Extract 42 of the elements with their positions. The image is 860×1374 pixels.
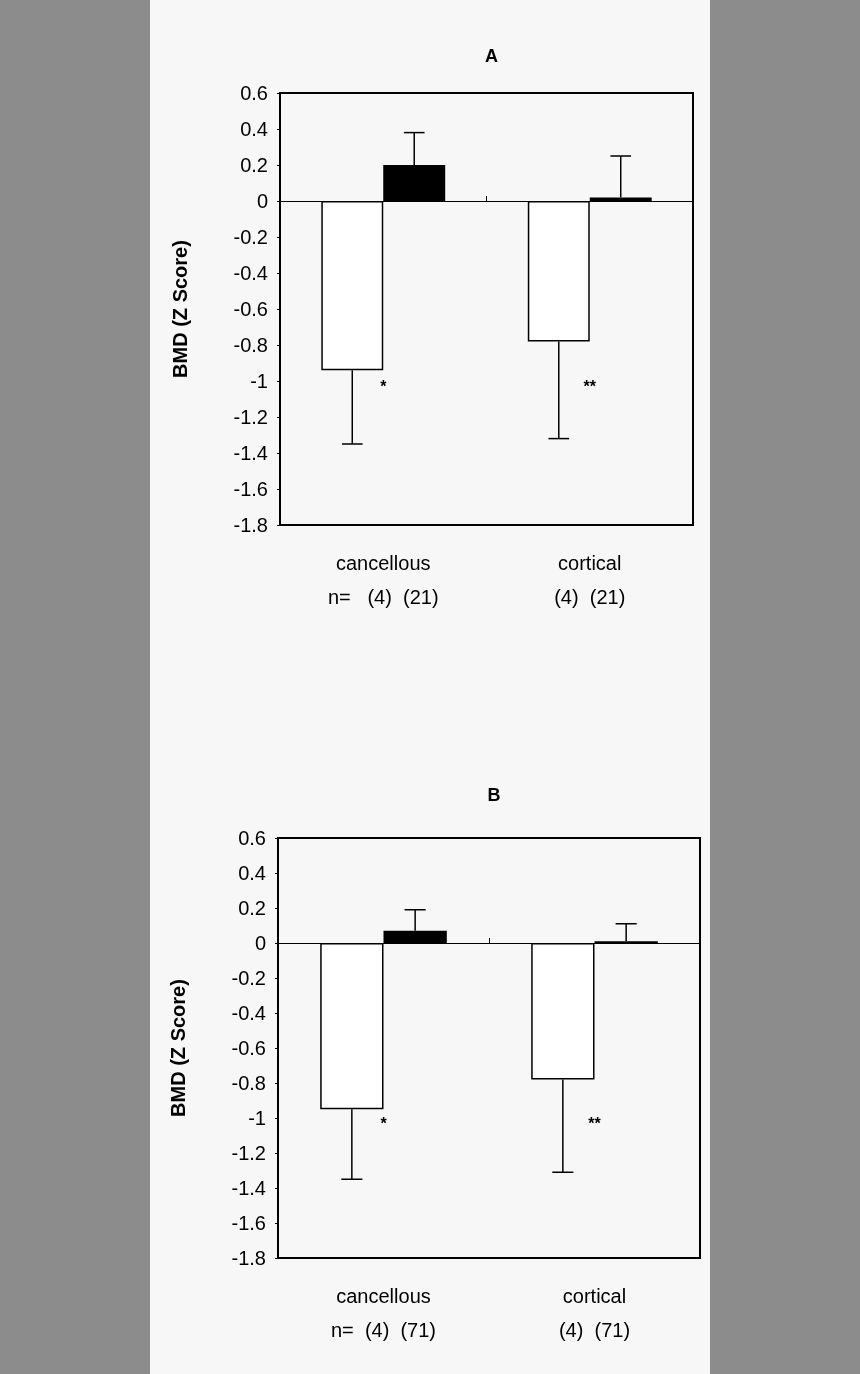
y-tick-label: 0	[254, 932, 266, 954]
y-tick-label: 0.4	[238, 862, 266, 884]
chart-title: A	[485, 46, 498, 66]
y-tick-label: 0.2	[240, 154, 268, 176]
x-tick-label: cortical	[562, 1285, 627, 1307]
y-tick-label: -1.6	[231, 1212, 266, 1234]
y-tick-label: -0.8	[233, 334, 268, 356]
y-tick-label: -0.2	[233, 226, 268, 248]
y-axis-title: BMD (Z Score)	[167, 979, 189, 1117]
y-tick-label: -1	[250, 370, 268, 392]
y-tick-label: -1	[248, 1107, 266, 1129]
y-tick-label: -1.8	[233, 514, 268, 536]
text: n= (4) (71)	[330, 1319, 437, 1341]
y-tick-label: -1.8	[231, 1247, 266, 1269]
y-tick-label: 0.4	[240, 118, 268, 140]
y-tick-label: 0.6	[238, 827, 266, 849]
text: (4) (71)	[558, 1319, 631, 1341]
y-axis-title: BMD (Z Score)	[169, 240, 191, 378]
x-tick-label: cancellous	[336, 1285, 431, 1307]
y-tick-label: -0.6	[231, 1037, 266, 1059]
y-tick-label: -1.4	[231, 1177, 266, 1199]
y-tick-label: -0.6	[233, 298, 268, 320]
x-tick-label: cortical	[558, 552, 622, 574]
y-tick-label: -0.2	[231, 967, 266, 989]
annotation: *	[380, 1115, 388, 1133]
chart-title: B	[487, 785, 501, 805]
y-tick-label: 0	[256, 190, 268, 212]
y-tick-label: 0.2	[238, 897, 266, 919]
y-tick-label: -0.4	[233, 262, 268, 284]
text: n= (4) (21)	[327, 586, 439, 608]
y-tick-label: -1.6	[233, 478, 268, 500]
x-tick-label: cancellous	[335, 552, 431, 574]
y-tick-label: 0.6	[240, 82, 268, 104]
y-tick-label: -0.4	[231, 1002, 266, 1024]
annotation: **	[583, 378, 597, 396]
y-tick-label: -1.2	[233, 406, 268, 428]
y-tick-label: -0.8	[231, 1072, 266, 1094]
annotation: *	[380, 378, 388, 396]
text: (4) (21)	[554, 586, 626, 608]
y-tick-label: -1.2	[231, 1142, 266, 1164]
y-tick-label: -1.4	[233, 442, 268, 464]
annotation: **	[588, 1115, 602, 1133]
